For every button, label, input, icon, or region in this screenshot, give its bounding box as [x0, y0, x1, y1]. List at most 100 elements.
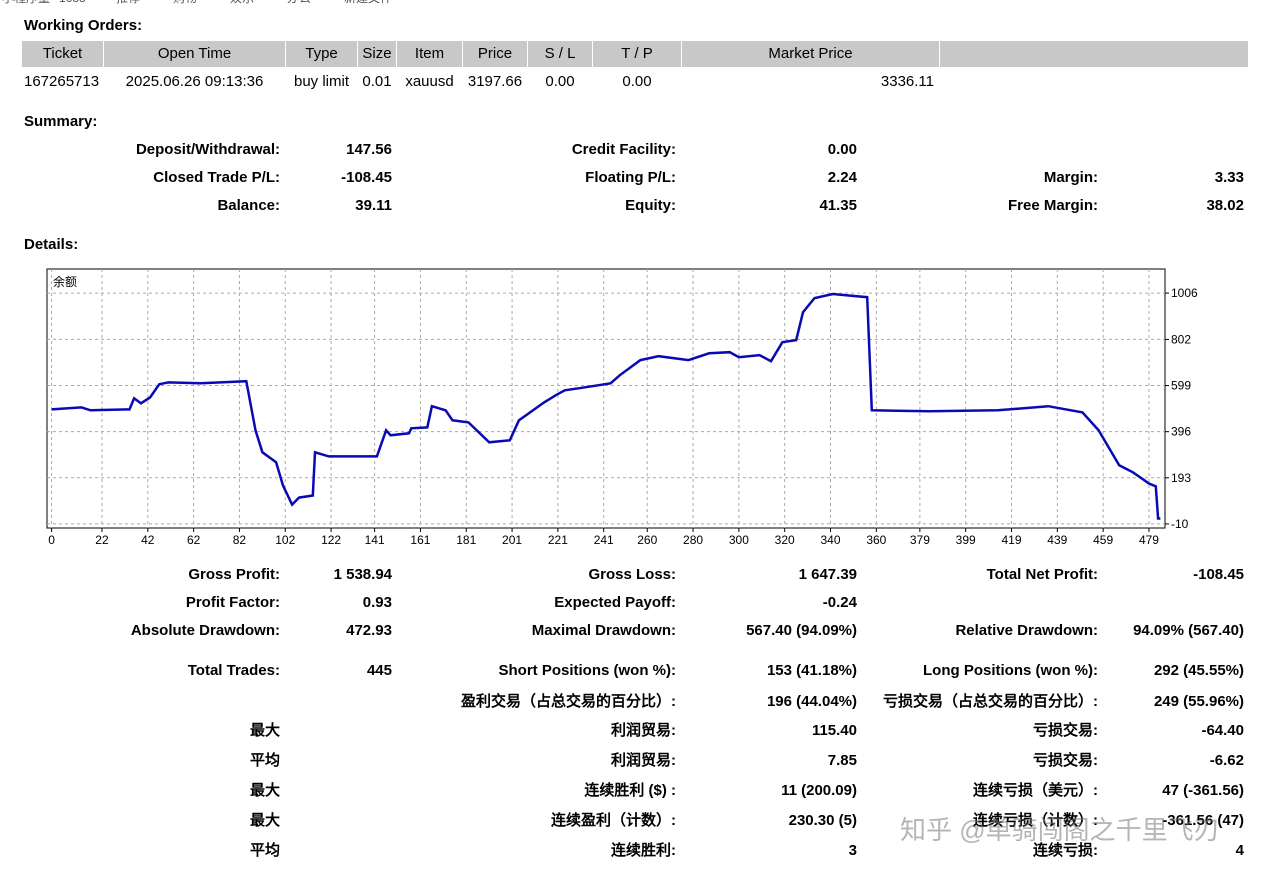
bookmark: 推荐 [116, 0, 140, 5]
value: 115.40 [811, 722, 857, 739]
y-tick-label: 1006 [1171, 286, 1198, 300]
value: -108.45 [1193, 566, 1244, 583]
label: 连续盈利（计数）: [551, 812, 676, 829]
x-tick-label: 439 [1047, 533, 1067, 547]
value: 292 (45.55%) [1153, 662, 1244, 679]
value: 39.11 [355, 197, 392, 214]
label: 连续亏损（美元）: [973, 782, 1098, 799]
label: 连续胜利 ($) : [584, 782, 676, 799]
label: 连续亏损: [1033, 842, 1098, 859]
header-cell: Ticket [22, 41, 103, 67]
label: Credit Facility: [571, 141, 676, 158]
header-cell: Open Time [104, 41, 285, 67]
y-tick-label: -10 [1171, 517, 1189, 531]
x-tick-label: 320 [775, 533, 795, 547]
value: 3 [848, 842, 857, 859]
label: Profit Factor: [185, 594, 280, 611]
x-tick-label: 419 [1001, 533, 1021, 547]
value: -108.45 [341, 169, 392, 186]
value: 7.85 [827, 752, 857, 769]
bookmark: 办公 [287, 0, 311, 5]
label: 利润贸易: [611, 722, 676, 739]
x-tick-label: 399 [956, 533, 976, 547]
x-tick-label: 221 [548, 533, 568, 547]
label: Expected Payoff: [554, 594, 676, 611]
label: 最大 [249, 782, 280, 799]
cell: 0.00 [545, 73, 575, 90]
label: 平均 [249, 752, 280, 769]
label: 亏损交易（占总交易的百分比）: [883, 693, 1098, 710]
value: -6.62 [1209, 752, 1244, 769]
label: 连续胜利: [611, 842, 676, 859]
label: 连续亏损（计数）: [973, 812, 1098, 829]
label: Deposit/Withdrawal: [135, 141, 280, 158]
value: -0.24 [822, 594, 857, 611]
x-tick-label: 122 [321, 533, 341, 547]
label: 盈利交易（占总交易的百分比）: [461, 693, 676, 710]
section-title: Details: [24, 236, 79, 253]
label: 利润贸易: [611, 752, 676, 769]
x-tick-label: 201 [502, 533, 522, 547]
section-title: Summary: [24, 113, 98, 130]
x-tick-label: 82 [233, 533, 247, 547]
label: Gross Loss: [588, 566, 676, 583]
value: 445 [366, 662, 392, 679]
value: 230.30 (5) [788, 812, 857, 829]
x-tick-label: 260 [637, 533, 657, 547]
bookmark-bar: 小程序量 1688 推荐 购物 娱乐 办公 新建文件 [0, 0, 1280, 7]
value: 147.56 [346, 141, 392, 158]
x-tick-label: 62 [187, 533, 201, 547]
watermark: 知乎 @单骑闯阁之千里飞刃 [900, 815, 1220, 845]
label: Equity: [625, 197, 676, 214]
label: Gross Profit: [188, 566, 280, 583]
header-cell: Item [397, 41, 462, 67]
cell: 2025.06.26 09:13:36 [125, 73, 264, 90]
label: Total Net Profit: [986, 566, 1098, 583]
header-cell: T / P [593, 41, 681, 67]
header-cell [940, 41, 1248, 67]
balance-line [51, 292, 1161, 520]
x-tick-label: 379 [910, 533, 930, 547]
x-tick-label: 479 [1139, 533, 1159, 547]
cell: buy limit [293, 73, 349, 90]
value: 249 (55.96%) [1153, 693, 1244, 710]
value: 2.24 [827, 169, 857, 186]
x-tick-label: 42 [141, 533, 155, 547]
value: 41.35 [819, 197, 857, 214]
cell: 0.01 [362, 73, 392, 90]
label: Balance: [217, 197, 280, 214]
value: 4 [1235, 842, 1244, 859]
x-tick-label: 340 [821, 533, 841, 547]
bookmark: 1688 [59, 0, 86, 5]
cell: 3197.66 [467, 73, 523, 90]
y-tick-label: 599 [1171, 379, 1191, 393]
value: 153 (41.18%) [766, 662, 857, 679]
header-cell: Price [463, 41, 527, 67]
bookmark: 购物 [173, 0, 197, 5]
label: Long Positions (won %): [923, 662, 1098, 679]
value: 0.93 [362, 594, 392, 611]
label: 亏损交易: [1033, 722, 1098, 739]
label: Short Positions (won %): [498, 662, 677, 679]
value: 94.09% (567.40) [1133, 622, 1244, 639]
label: Absolute Drawdown: [130, 622, 280, 639]
value: 567.40 (94.09%) [746, 622, 857, 639]
label: Maximal Drawdown: [531, 622, 676, 639]
label: Total Trades: [187, 662, 280, 679]
label: Relative Drawdown: [955, 622, 1098, 639]
value: -361.56 (47) [1162, 812, 1244, 829]
x-tick-label: 102 [275, 533, 295, 547]
cell: 3336.11 [880, 73, 934, 90]
label: Free Margin: [1007, 197, 1098, 214]
section-title: Working Orders: [24, 17, 143, 34]
label: 最大 [249, 812, 280, 829]
value: 3.33 [1214, 169, 1244, 186]
x-tick-label: 141 [365, 533, 385, 547]
header-cell: S / L [528, 41, 592, 67]
value: 11 (200.09) [781, 782, 857, 799]
label: Margin: [1043, 169, 1098, 186]
bookmark: 小程序量 [2, 0, 50, 5]
balance-chart: 0 22 42 62 82 102 122 141 161 181 201 221 241 260 280 3… [46, 268, 1198, 547]
x-tick-label: 161 [410, 533, 430, 547]
